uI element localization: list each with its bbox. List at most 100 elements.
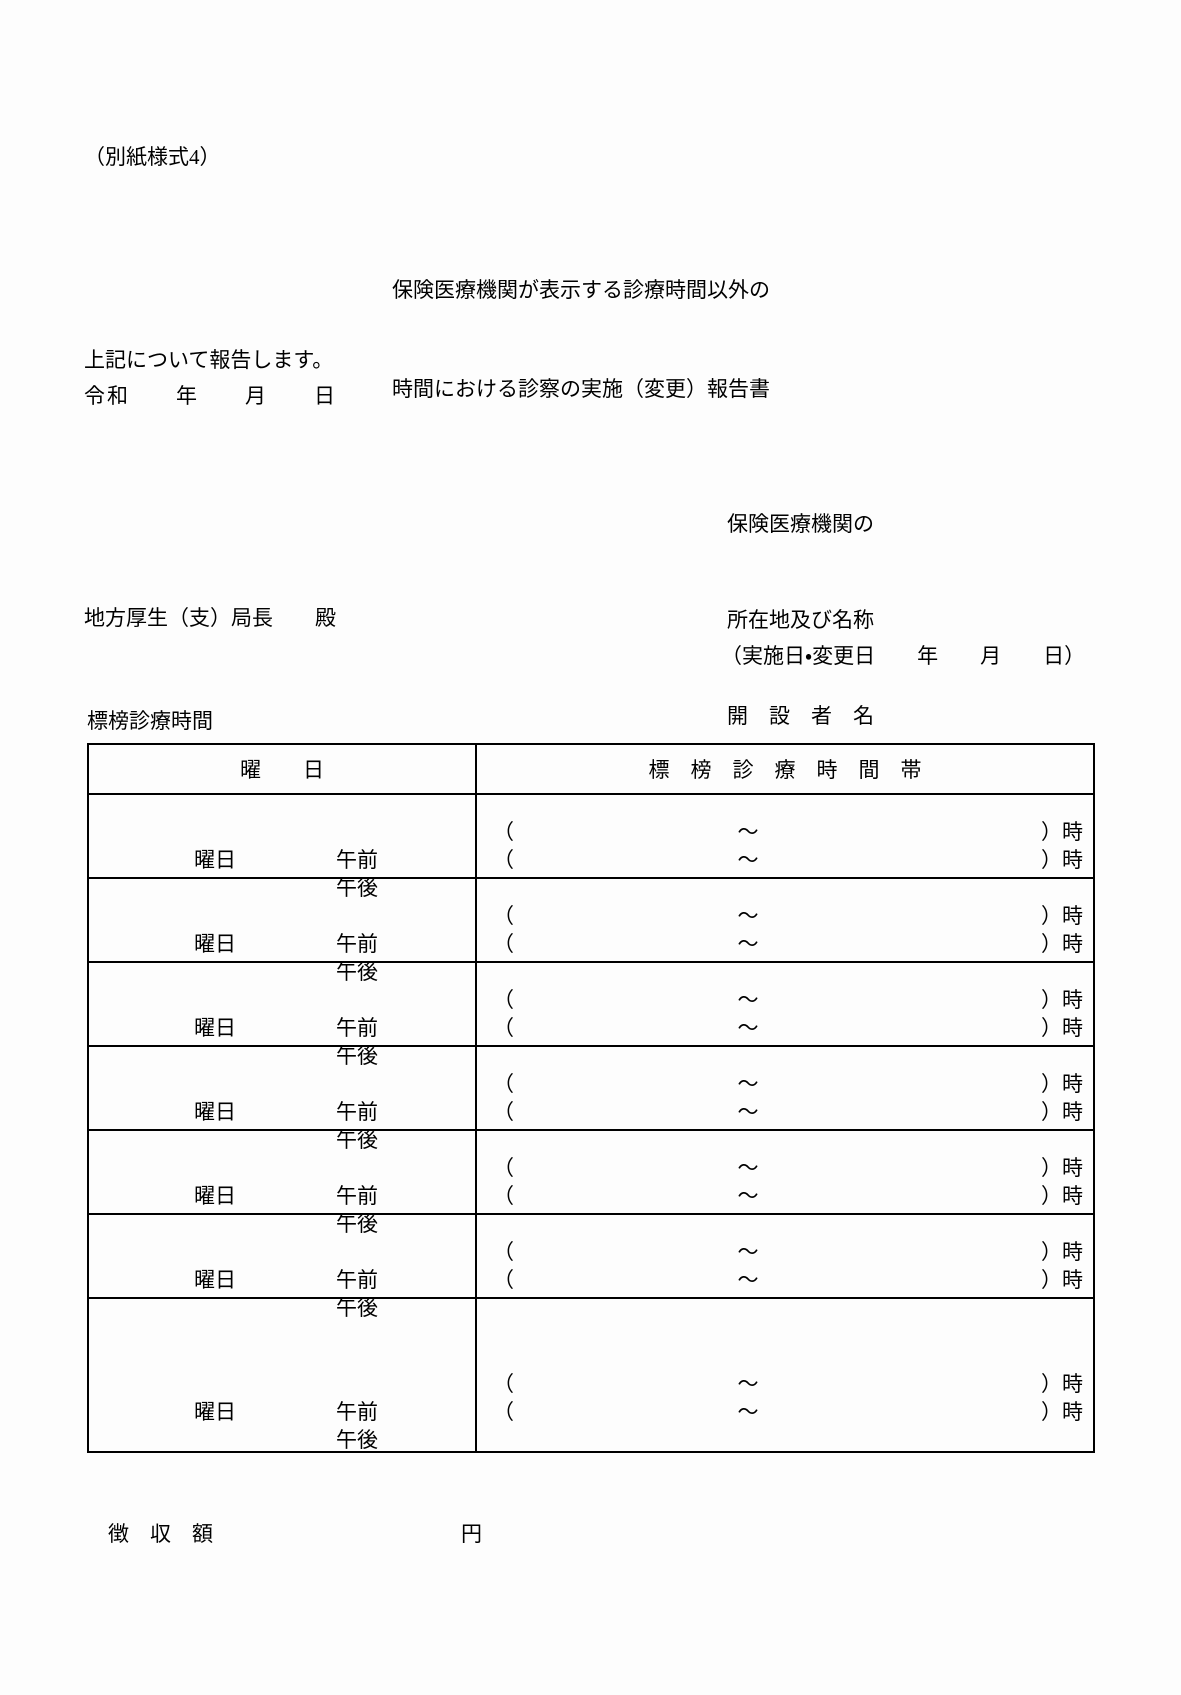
pm-day-line: 午後 xyxy=(152,1266,475,1320)
day-label: 曜日 xyxy=(194,848,236,872)
day-cell: 曜日 午前 午後 xyxy=(89,1131,477,1236)
day-label: 曜日 xyxy=(194,1268,236,1292)
table-body: 曜日 午前 午後 （ 〜 ）時 （ 〜 ）時 曜日 午前 午後 xyxy=(89,795,1093,1452)
fee-unit: 円 xyxy=(461,1522,482,1546)
close-paren-hour: ）時 xyxy=(1041,1100,1083,1124)
day-cell: 曜日 午前 午後 xyxy=(89,1047,477,1152)
am-label: 午前 xyxy=(336,1100,378,1124)
day-cell: 曜日 午前 午後 xyxy=(89,1299,477,1452)
table-header-row: 曜 日 標 榜 診 療 時 間 帯 xyxy=(89,745,1093,795)
hours-cell: （ 〜 ）時 （ 〜 ）時 xyxy=(477,1047,1093,1129)
am-day-line: 曜日 午前 xyxy=(152,1154,475,1208)
am-day-line: 曜日 午前 xyxy=(152,1238,475,1292)
pm-day-line: 午後 xyxy=(152,846,475,900)
day-label: 曜日 xyxy=(194,1016,236,1040)
form-number: （別紙様式4） xyxy=(84,145,221,169)
close-paren-hour: ）時 xyxy=(1041,1372,1083,1396)
close-paren-hour: ）時 xyxy=(1041,1156,1083,1180)
tilde-separator: 〜 xyxy=(737,904,759,928)
pm-label: 午後 xyxy=(336,1296,378,1320)
tilde-separator: 〜 xyxy=(737,1156,759,1180)
close-paren-hour: ）時 xyxy=(1041,820,1083,844)
tilde-separator: 〜 xyxy=(737,1240,759,1264)
day-label: 曜日 xyxy=(194,932,236,956)
table-row: 曜日 午前 午後 （ 〜 ）時 （ 〜 ）時 xyxy=(89,1131,1093,1236)
posted-hours-table: 曜 日 標 榜 診 療 時 間 帯 曜日 午前 午後 （ 〜 ）時 （ 〜 ）時 xyxy=(87,743,1095,1453)
pm-day-line: 午後 xyxy=(152,1014,475,1068)
form-title: 保険医療機関が表示する診療時間以外の 時間における診察の実施（変更）報告書 xyxy=(392,208,770,472)
pm-label: 午後 xyxy=(336,1212,378,1236)
report-statement: 上記について報告します。 xyxy=(84,348,334,372)
open-paren: （ xyxy=(493,1156,514,1180)
am-label: 午前 xyxy=(336,848,378,872)
hours-cell: （ 〜 ）時 （ 〜 ）時 xyxy=(477,879,1093,961)
pm-hours-line: （ 〜 ）時 xyxy=(493,930,1083,958)
am-label: 午前 xyxy=(336,932,378,956)
open-paren: （ xyxy=(493,1240,514,1264)
tilde-separator: 〜 xyxy=(737,848,759,872)
am-day-line: 曜日 午前 xyxy=(152,818,475,872)
org-line-founder-name: 開 設 者 名 xyxy=(727,704,874,728)
open-paren: （ xyxy=(493,1184,514,1208)
open-paren: （ xyxy=(493,932,514,956)
am-hours-line: （ 〜 ）時 xyxy=(493,986,1083,1014)
open-paren: （ xyxy=(493,820,514,844)
am-label: 午前 xyxy=(336,1016,378,1040)
day-cell: 曜日 午前 午後 xyxy=(89,963,477,1068)
table-caption: 標榜診療時間 xyxy=(87,709,213,733)
hours-cell: （ 〜 ）時 （ 〜 ）時 xyxy=(477,1131,1093,1213)
tilde-separator: 〜 xyxy=(737,1072,759,1096)
day-cell: 曜日 午前 午後 xyxy=(89,1215,477,1320)
pm-hours-line: （ 〜 ）時 xyxy=(493,1098,1083,1126)
open-paren: （ xyxy=(493,1016,514,1040)
table-row: 曜日 午前 午後 （ 〜 ）時 （ 〜 ）時 xyxy=(89,963,1093,1068)
am-hours-line: （ 〜 ）時 xyxy=(493,1238,1083,1266)
close-paren-hour: ）時 xyxy=(1041,1184,1083,1208)
tilde-separator: 〜 xyxy=(737,1184,759,1208)
tilde-separator: 〜 xyxy=(737,1016,759,1040)
pm-day-line: 午後 xyxy=(152,930,475,984)
tilde-separator: 〜 xyxy=(737,1372,759,1396)
open-paren: （ xyxy=(493,1268,514,1292)
am-label: 午前 xyxy=(336,1268,378,1292)
org-line-institution: 保険医療機関の xyxy=(727,512,874,536)
table-row: 曜日 午前 午後 （ 〜 ）時 （ 〜 ）時 xyxy=(89,795,1093,900)
close-paren-hour: ）時 xyxy=(1041,904,1083,928)
pm-label: 午後 xyxy=(336,1428,378,1452)
tilde-separator: 〜 xyxy=(737,1268,759,1292)
table-header-hours: 標 榜 診 療 時 間 帯 xyxy=(648,758,922,782)
am-hours-line: （ 〜 ）時 xyxy=(493,1370,1083,1398)
org-identity-block: 保険医療機関の 所在地及び名称 開 設 者 名 xyxy=(727,444,874,796)
day-label: 曜日 xyxy=(194,1184,236,1208)
tilde-separator: 〜 xyxy=(737,1400,759,1424)
day-cell: 曜日 午前 午後 xyxy=(89,795,477,900)
hours-cell: （ 〜 ）時 （ 〜 ）時 xyxy=(477,963,1093,1045)
close-paren-hour: ）時 xyxy=(1041,988,1083,1012)
pm-day-line: 午後 xyxy=(152,1182,475,1236)
am-hours-line: （ 〜 ）時 xyxy=(493,902,1083,930)
open-paren: （ xyxy=(493,988,514,1012)
pm-hours-line: （ 〜 ）時 xyxy=(493,1182,1083,1210)
fee-label: 徴 収 額 xyxy=(108,1522,213,1546)
pm-hours-line: （ 〜 ）時 xyxy=(493,846,1083,874)
table-header-day: 曜 日 xyxy=(89,745,477,793)
pm-hours-line: （ 〜 ）時 xyxy=(493,1266,1083,1294)
pm-day-line: 午後 xyxy=(152,1098,475,1152)
am-label: 午前 xyxy=(336,1184,378,1208)
am-day-line: 曜日 午前 xyxy=(152,902,475,956)
hours-cell: （ 〜 ）時 （ 〜 ）時 xyxy=(477,1299,1093,1451)
org-line-address-name: 所在地及び名称 xyxy=(727,608,874,632)
open-paren: （ xyxy=(493,1072,514,1096)
open-paren: （ xyxy=(493,904,514,928)
pm-label: 午後 xyxy=(336,1128,378,1152)
close-paren-hour: ）時 xyxy=(1041,1268,1083,1292)
pm-hours-line: （ 〜 ）時 xyxy=(493,1014,1083,1042)
close-paren-hour: ）時 xyxy=(1041,848,1083,872)
table-row: 曜日 午前 午後 （ 〜 ）時 （ 〜 ）時 xyxy=(89,1047,1093,1152)
pm-label: 午後 xyxy=(336,1044,378,1068)
am-label: 午前 xyxy=(336,1400,378,1424)
close-paren-hour: ）時 xyxy=(1041,1072,1083,1096)
tilde-separator: 〜 xyxy=(737,988,759,1012)
close-paren-hour: ）時 xyxy=(1041,1240,1083,1264)
day-label: 曜日 xyxy=(194,1100,236,1124)
